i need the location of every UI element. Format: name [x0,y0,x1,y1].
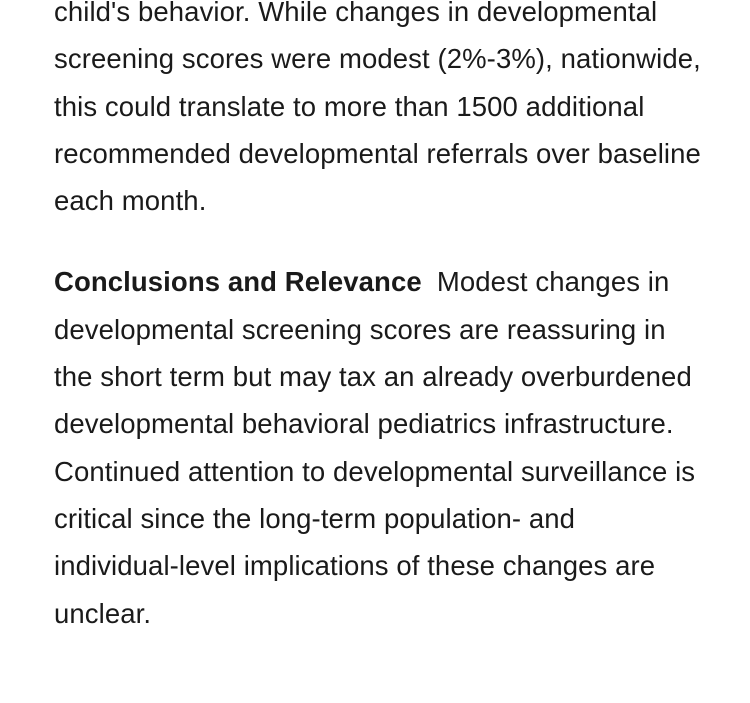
article-abstract-fragment: child's behavior. While changes in devel… [0,0,750,637]
results-paragraph-continued: child's behavior. While changes in devel… [54,0,702,224]
conclusions-text: Modest changes in developmental screenin… [54,266,695,628]
conclusions-label: Conclusions and Relevance [54,266,422,297]
results-text: child's behavior. While changes in devel… [54,0,701,216]
conclusions-paragraph: Conclusions and RelevanceModest changes … [54,258,702,636]
